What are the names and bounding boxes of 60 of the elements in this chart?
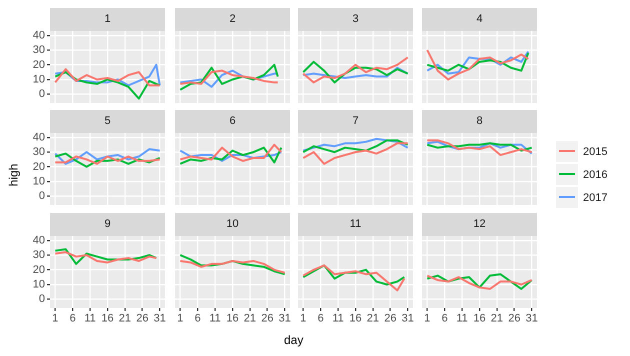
- chart-title: 12: [422, 213, 537, 236]
- x-tick-label: 21: [244, 312, 256, 325]
- x-tick-label: 31: [402, 312, 414, 325]
- chart-title: 8: [422, 110, 537, 133]
- y-tick-label: 40: [32, 29, 45, 42]
- chart-title: 10: [175, 213, 290, 236]
- chart-title: 6: [175, 110, 290, 133]
- x-tick-label: 26: [384, 312, 396, 325]
- y-tick-label: 40: [32, 234, 45, 246]
- chart-title: 7: [298, 110, 413, 133]
- y-axis-title: high: [6, 164, 20, 186]
- x-tick-label: 31: [278, 312, 291, 325]
- x-tick-label: 6: [318, 312, 324, 325]
- y-tick-label: 20: [32, 160, 45, 173]
- y-tick-label: 0: [38, 190, 45, 202]
- y-tick-label: 30: [32, 44, 45, 56]
- legend-label: 2015: [583, 146, 608, 158]
- chart-title: 9: [50, 213, 165, 236]
- y-tick-label: 20: [32, 264, 45, 276]
- x-tick-label: 11: [209, 312, 221, 325]
- x-tick-label: 26: [508, 312, 520, 325]
- y-tick-label: 40: [32, 131, 45, 144]
- x-tick-label: 6: [194, 312, 201, 325]
- x-tick-label: 1: [424, 312, 430, 325]
- chart-title: 2: [175, 8, 290, 31]
- chart-title: 11: [298, 213, 413, 236]
- x-tick-label: 16: [101, 312, 114, 325]
- legend-label: 2016: [583, 168, 608, 180]
- legend-label: 2017: [583, 192, 608, 204]
- x-tick-label: 1: [52, 312, 58, 325]
- chart-title: 5: [50, 110, 165, 133]
- x-tick-label: 16: [226, 312, 239, 325]
- x-tick-label: 26: [261, 312, 274, 325]
- x-tick-label: 6: [70, 312, 76, 325]
- y-tick-label: 0: [38, 293, 45, 306]
- x-tick-label: 26: [136, 312, 148, 325]
- x-axis-title: day: [284, 333, 304, 347]
- x-tick-label: 1: [177, 312, 184, 325]
- y-tick-label: 10: [32, 278, 45, 291]
- x-tick-label: 21: [118, 312, 132, 325]
- chart-title: 1: [50, 8, 165, 31]
- x-tick-label: 11: [456, 312, 468, 325]
- x-tick-label: 16: [473, 312, 486, 325]
- y-tick-label: 20: [32, 58, 45, 71]
- x-tick-label: 31: [154, 312, 166, 325]
- x-tick-label: 6: [442, 312, 448, 325]
- y-tick-label: 10: [32, 74, 45, 86]
- y-tick-label: 30: [32, 249, 45, 262]
- x-tick-label: 11: [84, 312, 96, 325]
- y-tick-label: 30: [32, 146, 45, 158]
- x-tick-label: 1: [300, 312, 306, 325]
- y-tick-label: 0: [38, 88, 45, 100]
- x-tick-label: 21: [490, 312, 504, 325]
- y-tick-label: 10: [32, 176, 45, 188]
- chart-title: 4: [422, 8, 537, 31]
- x-tick-label: 11: [332, 312, 344, 325]
- chart-title: 3: [298, 8, 413, 31]
- x-tick-label: 21: [366, 312, 380, 325]
- x-tick-label: 31: [526, 312, 538, 325]
- x-tick-label: 16: [349, 312, 362, 325]
